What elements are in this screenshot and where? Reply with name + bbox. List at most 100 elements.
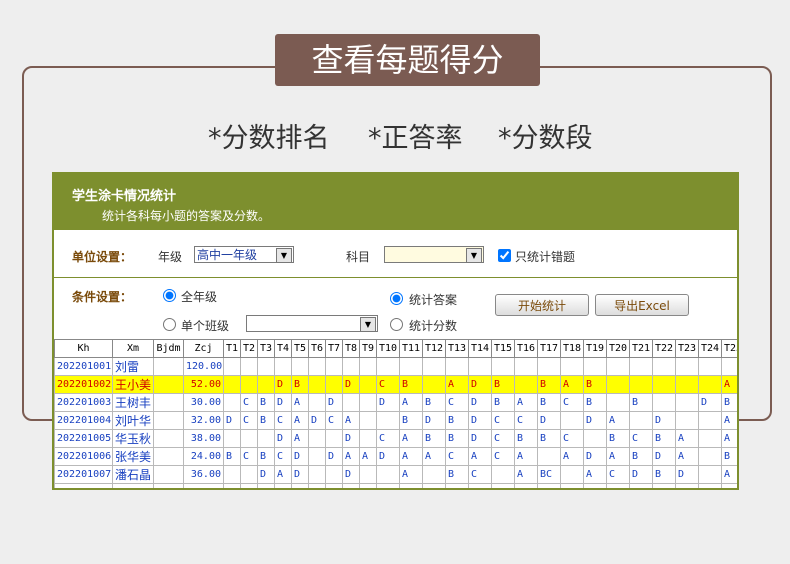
cell: A bbox=[359, 447, 377, 466]
cell: 张华美 bbox=[112, 447, 154, 466]
column-header: T16 bbox=[514, 339, 538, 358]
cell bbox=[257, 357, 275, 376]
data-table: Kh Xm Bjdm Zcj T1 T2 T3 T4 T5 T6 T7 T8 T9 T10 T11 T12 T1… bbox=[54, 339, 737, 488]
cell bbox=[560, 465, 584, 484]
cell bbox=[491, 357, 515, 376]
cell: A bbox=[399, 429, 423, 448]
cell bbox=[376, 411, 400, 430]
cell: D bbox=[422, 411, 446, 430]
wrong-only-checkbox[interactable] bbox=[498, 249, 511, 262]
cell: B bbox=[399, 375, 423, 394]
cell bbox=[223, 393, 241, 412]
class-select[interactable]: ▼ bbox=[246, 315, 378, 332]
grade-select[interactable]: 高中一年级 ▼ bbox=[194, 246, 294, 263]
cell: B bbox=[629, 393, 653, 412]
cell bbox=[698, 465, 722, 484]
cell: D bbox=[308, 411, 326, 430]
header-row: Kh Xm Bjdm Zcj T1 T2 T3 T4 T5 T6 T7 T8 T9 T10 T11 T12 T1… bbox=[54, 339, 737, 358]
column-header: T24 bbox=[698, 339, 722, 358]
cell bbox=[153, 429, 184, 448]
cell: C bbox=[445, 393, 469, 412]
cell: C bbox=[240, 393, 258, 412]
cell bbox=[325, 429, 343, 448]
cell bbox=[112, 483, 154, 488]
cell bbox=[583, 357, 607, 376]
cell bbox=[583, 483, 607, 488]
cell: 潘石晶 bbox=[112, 465, 154, 484]
cell: B bbox=[445, 429, 469, 448]
cell: B bbox=[652, 429, 676, 448]
cell bbox=[721, 357, 737, 376]
radio-stat-score[interactable] bbox=[390, 318, 403, 331]
subject-select[interactable]: ▼ bbox=[384, 246, 484, 263]
cell: 38.00 bbox=[183, 429, 224, 448]
cell: A bbox=[342, 411, 360, 430]
cell: C bbox=[274, 411, 292, 430]
cell bbox=[422, 483, 446, 488]
cell: B bbox=[537, 393, 561, 412]
cell bbox=[698, 375, 722, 394]
cell: A bbox=[514, 465, 538, 484]
cell bbox=[629, 411, 653, 430]
radio-single-class[interactable] bbox=[163, 318, 176, 331]
cell bbox=[153, 465, 184, 484]
cell: C bbox=[514, 411, 538, 430]
cell bbox=[376, 465, 400, 484]
cell: D bbox=[257, 465, 275, 484]
dropdown-arrow[interactable]: ▼ bbox=[276, 248, 292, 263]
cell bbox=[422, 357, 446, 376]
cell: D bbox=[468, 393, 492, 412]
cell bbox=[399, 357, 423, 376]
cell: D bbox=[376, 447, 400, 466]
feature: *分数排名 bbox=[208, 123, 330, 154]
cell bbox=[537, 447, 561, 466]
panel-subtitle: 统计各科每小题的答案及分数。 bbox=[102, 209, 271, 223]
cell bbox=[308, 429, 326, 448]
cell bbox=[359, 429, 377, 448]
column-header: T7 bbox=[325, 339, 343, 358]
cell bbox=[257, 375, 275, 394]
column-header: T17 bbox=[537, 339, 561, 358]
cell: B bbox=[257, 411, 275, 430]
cell: D bbox=[583, 411, 607, 430]
column-header: T5 bbox=[291, 339, 309, 358]
cell: A bbox=[721, 465, 737, 484]
cell bbox=[514, 357, 538, 376]
dropdown-arrow[interactable]: ▼ bbox=[466, 248, 482, 263]
cell: B bbox=[537, 429, 561, 448]
cell: 202201003 bbox=[54, 393, 113, 412]
cell: A bbox=[399, 447, 423, 466]
panel-title: 学生涂卡情况统计 bbox=[72, 189, 177, 204]
dropdown-arrow[interactable]: ▼ bbox=[360, 317, 376, 332]
feature: *正答率 bbox=[368, 123, 463, 154]
cell bbox=[698, 429, 722, 448]
data-row: 202201003 王树丰 30.00 C B D A D D A B C D B A B C B B D B bbox=[54, 393, 737, 412]
cell: D bbox=[342, 375, 360, 394]
column-header: Zcj bbox=[183, 339, 224, 358]
cell bbox=[445, 483, 469, 488]
cell bbox=[514, 375, 538, 394]
cell bbox=[308, 447, 326, 466]
cell bbox=[721, 483, 737, 488]
cell: C bbox=[376, 429, 400, 448]
cell: D bbox=[629, 465, 653, 484]
export-button[interactable]: 导出Excel bbox=[595, 294, 689, 316]
cell: 52.00 bbox=[183, 375, 224, 394]
cell bbox=[223, 465, 241, 484]
radio-stat-answer[interactable] bbox=[390, 292, 403, 305]
radio-whole-grade[interactable] bbox=[163, 289, 176, 302]
cell: 30.00 bbox=[183, 393, 224, 412]
column-header: T20 bbox=[606, 339, 630, 358]
cell bbox=[240, 483, 258, 488]
cell: A bbox=[675, 447, 699, 466]
cell: B bbox=[721, 447, 737, 466]
start-button[interactable]: 开始统计 bbox=[495, 294, 589, 316]
cell: B bbox=[491, 393, 515, 412]
cell bbox=[183, 483, 224, 488]
cell: B bbox=[537, 375, 561, 394]
cell: 刘叶华 bbox=[112, 411, 154, 430]
cell bbox=[359, 465, 377, 484]
cell bbox=[606, 375, 630, 394]
cell bbox=[223, 375, 241, 394]
cell bbox=[359, 393, 377, 412]
